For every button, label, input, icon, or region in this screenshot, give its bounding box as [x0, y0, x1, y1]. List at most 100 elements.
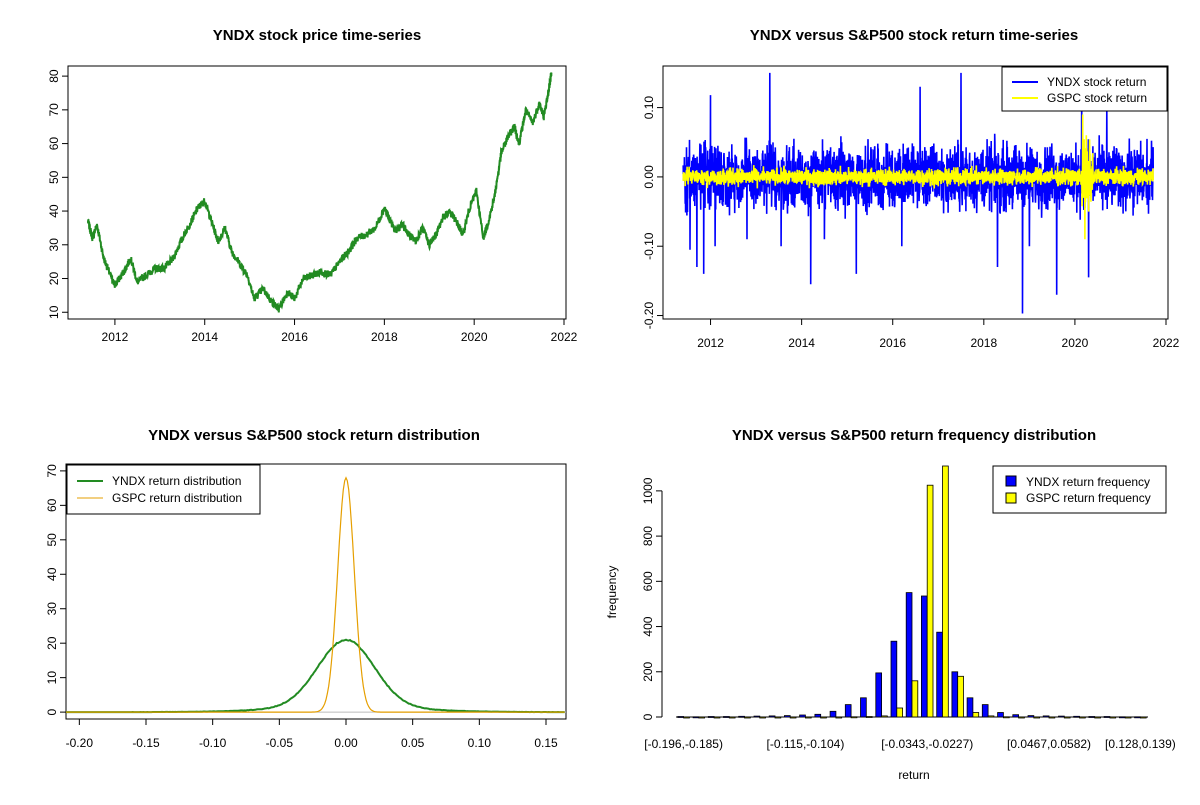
bar-gspc: [865, 716, 873, 718]
bar-yndx: [829, 710, 837, 718]
bar-gspc: [759, 716, 766, 719]
y-tick-label: 800: [641, 526, 655, 546]
y-tick-label: 10: [45, 671, 59, 685]
bar-gspc: [683, 716, 690, 719]
bar-yndx: [677, 716, 684, 718]
bar-gspc: [1124, 716, 1132, 719]
x-tick-label: 2020: [1062, 336, 1089, 350]
density-curve-gspc: [66, 476, 565, 713]
bar-yndx: [921, 595, 928, 718]
legend-label-gspc: GSPC return frequency: [1026, 491, 1151, 505]
x-tick-label: 2012: [697, 336, 724, 350]
bar-gspc: [1094, 716, 1101, 719]
x-tick-label: [-0.196,-0.185): [644, 737, 723, 751]
bar-gspc: [713, 716, 721, 719]
x-tick-label: 2012: [102, 330, 129, 344]
y-tick-label: 20: [45, 636, 59, 650]
series-line-yndx-return: [682, 72, 1154, 314]
bar-yndx: [753, 715, 761, 718]
bar-yndx: [1119, 716, 1126, 719]
bar-yndx: [966, 697, 974, 718]
y-tick-label: 20: [47, 272, 61, 286]
x-tick-label: 2016: [879, 336, 906, 350]
bar-yndx: [1042, 715, 1050, 718]
y-tick-label: 0.10: [642, 96, 656, 120]
x-tick-label: 0.05: [401, 736, 425, 750]
x-axis-label: return: [898, 768, 929, 782]
bar-gspc: [972, 712, 980, 718]
y-tick-label: 60: [45, 498, 59, 512]
bar-yndx: [1088, 716, 1096, 718]
bar-gspc: [805, 716, 812, 719]
bar-gspc: [926, 484, 934, 718]
y-tick-label: 200: [641, 661, 655, 681]
bar-gspc: [1109, 716, 1117, 719]
x-tick-label: [0.128,0.139): [1105, 737, 1176, 751]
bar-gspc: [881, 715, 888, 718]
bar-gspc: [850, 716, 858, 719]
bar-gspc: [1048, 716, 1056, 719]
plot-frame: [67, 65, 567, 320]
plot-frame: [662, 65, 1169, 320]
y-tick-label: 70: [47, 103, 61, 117]
y-tick-label: 30: [45, 602, 59, 616]
bar-gspc: [835, 716, 843, 719]
y-tick-label: 600: [641, 571, 655, 591]
bar-yndx: [890, 640, 898, 718]
legend: YNDX return distribution GSPC return dis…: [66, 464, 261, 515]
x-tick-label: 2014: [788, 336, 815, 350]
y-tick-label: 60: [47, 137, 61, 151]
bar-yndx: [1027, 715, 1035, 718]
x-tick-label: [0.0467,0.0582): [1007, 737, 1091, 751]
x-tick-label: 0.10: [468, 736, 492, 750]
legend-box: [66, 464, 261, 515]
bar-yndx: [875, 672, 882, 718]
y-tick-label: 40: [47, 204, 61, 218]
bar-gspc: [957, 675, 964, 718]
legend-label-yndx: YNDX return distribution: [112, 474, 241, 488]
legend-swatch-gspc: [1005, 492, 1017, 504]
x-tick-label: 2018: [970, 336, 997, 350]
density-curve-yndx: [66, 638, 565, 714]
bar-yndx: [951, 671, 959, 718]
bar-yndx: [1073, 715, 1080, 718]
y-tick-label: 50: [47, 170, 61, 184]
y-tick-label: 0: [641, 713, 655, 720]
x-tick-label: -0.10: [199, 736, 227, 750]
bar-gspc: [896, 707, 903, 718]
legend: YNDX stock return GSPC stock return: [1001, 66, 1168, 112]
bar-gspc: [987, 715, 995, 718]
legend-box: [992, 465, 1167, 514]
y-tick-label: 50: [45, 533, 59, 547]
legend-label-yndx: YNDX return frequency: [1026, 475, 1150, 489]
bar-gspc: [728, 716, 736, 719]
bar-yndx: [784, 715, 791, 718]
y-tick-label: 30: [47, 238, 61, 252]
bar-yndx: [692, 716, 700, 719]
legend: YNDX return frequency GSPC return freque…: [992, 465, 1167, 514]
x-tick-label: [-0.115,-0.104): [767, 737, 845, 751]
bar-gspc: [1140, 716, 1147, 719]
x-tick-label: 2018: [371, 330, 398, 344]
y-tick-label: 400: [641, 616, 655, 636]
x-tick-label: 2022: [1153, 336, 1180, 350]
x-tick-label: -0.05: [266, 736, 294, 750]
plot-frame: [65, 463, 567, 720]
bar-yndx: [1134, 716, 1141, 719]
bar-gspc: [1033, 716, 1041, 719]
x-tick-label: 2016: [281, 330, 308, 344]
series-line-yndx-price: [87, 72, 553, 313]
bar-yndx: [1103, 716, 1111, 718]
bar-yndx: [997, 712, 1004, 718]
y-tick-label: 0: [45, 708, 59, 715]
bar-gspc: [774, 716, 782, 719]
y-tick-label: 80: [47, 69, 61, 83]
bar-yndx: [936, 631, 943, 718]
bar-gspc: [1003, 716, 1010, 719]
panel-price-timeseries: YNDX stock price time-series 2012 2014 201…: [47, 27, 578, 344]
x-tick-label: 0.15: [534, 736, 558, 750]
x-tick-label: 2020: [461, 330, 488, 344]
bar-gspc: [698, 716, 705, 719]
y-tick-label: -0.10: [642, 232, 656, 260]
